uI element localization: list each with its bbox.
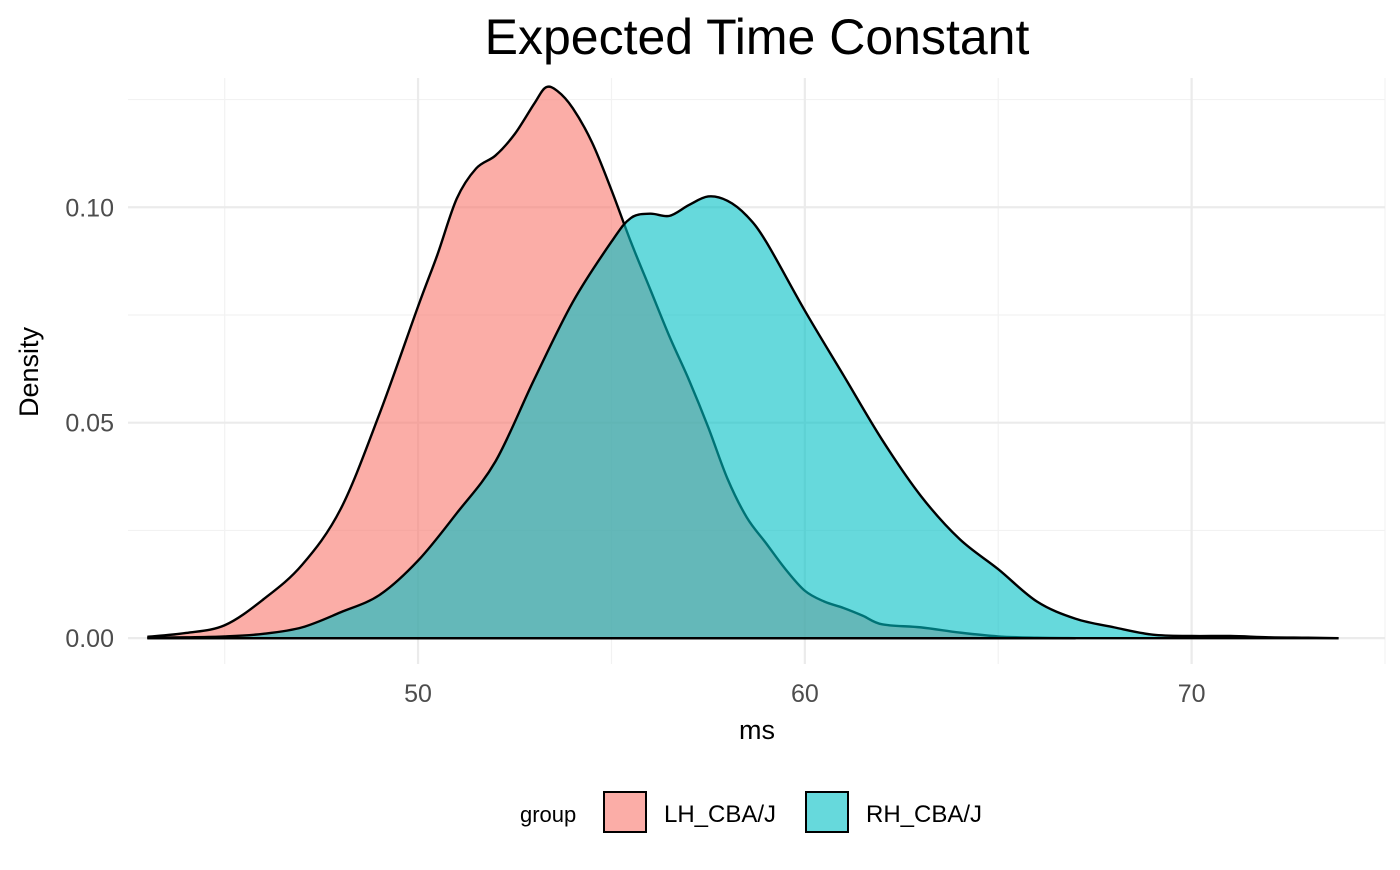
- legend-key-rh: [805, 791, 849, 833]
- legend-title: group: [520, 802, 576, 827]
- x-tick-label-1: 60: [791, 680, 819, 708]
- legend-label-lh: LH_CBA/J: [664, 801, 776, 828]
- legend: group LH_CBA/J RH_CBA/J: [520, 791, 982, 833]
- y-axis-label: Density: [14, 326, 44, 417]
- legend-key-lh: [603, 791, 647, 833]
- x-axis-label: ms: [739, 715, 775, 745]
- y-tick-label-2: 0.10: [65, 194, 114, 222]
- y-tick-label-0: 0.00: [65, 625, 114, 653]
- chart-title: Expected Time Constant: [485, 9, 1030, 65]
- x-tick-label-0: 50: [404, 680, 432, 708]
- area-layer: [147, 85, 1339, 640]
- density-outline-rh: [147, 195, 1339, 640]
- x-tick-label-2: 70: [1178, 680, 1206, 708]
- tick-label-layer: 50 60 70 0.00 0.05 0.10: [65, 194, 1205, 708]
- legend-label-rh: RH_CBA/J: [866, 801, 982, 828]
- density-area-rh: [147, 196, 1339, 639]
- y-tick-label-1: 0.05: [65, 410, 114, 438]
